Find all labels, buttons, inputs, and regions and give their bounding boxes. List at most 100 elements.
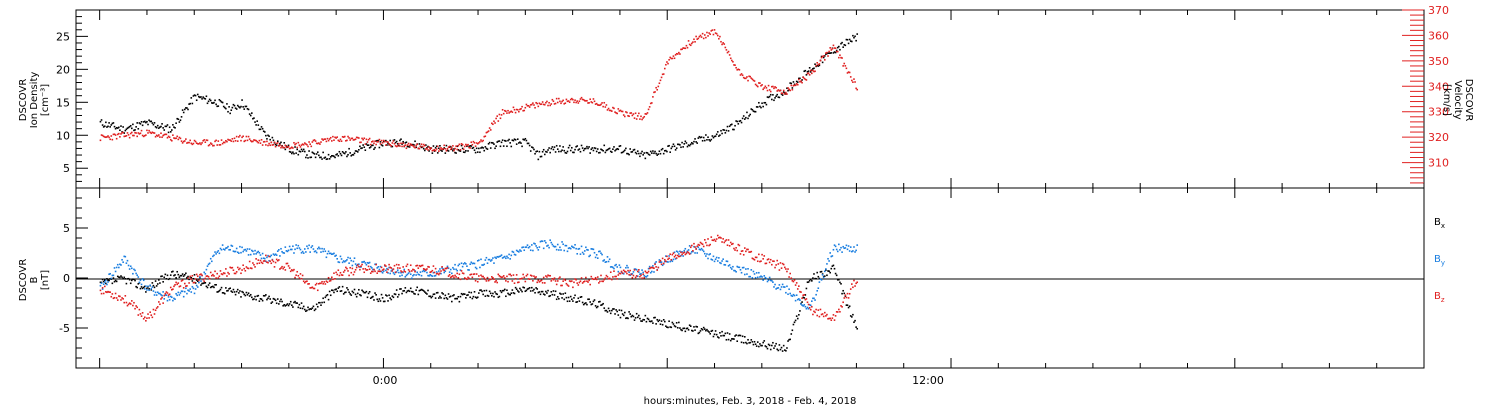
bz-point — [353, 271, 356, 273]
bz-point — [326, 281, 329, 284]
by-point — [518, 251, 520, 253]
by-point — [452, 266, 454, 269]
velocity-point — [212, 144, 214, 147]
velocity-point — [172, 134, 174, 136]
density-point — [118, 126, 120, 129]
velocity-point — [232, 140, 235, 143]
bx-point — [632, 315, 635, 318]
bz-point — [426, 268, 428, 270]
bz-point — [766, 258, 769, 261]
bx-point — [755, 345, 758, 347]
density-point — [178, 121, 181, 123]
velocity-point — [202, 139, 204, 142]
bx-point — [531, 286, 533, 289]
density-point — [129, 124, 132, 127]
velocity-point — [523, 109, 526, 112]
density-point — [795, 80, 798, 83]
by-point — [586, 248, 588, 251]
density-point — [202, 96, 204, 98]
density-point — [340, 154, 343, 157]
density-tick-label: 25 — [56, 30, 70, 43]
bz-point — [228, 273, 230, 275]
velocity-point — [645, 113, 648, 115]
bx-point — [322, 297, 324, 300]
density-point — [127, 126, 130, 129]
bx-point — [765, 346, 768, 348]
bx-point — [547, 289, 549, 292]
velocity-point — [703, 34, 706, 36]
velocity-point — [481, 140, 483, 143]
by-point — [691, 250, 693, 253]
density-point — [122, 126, 124, 128]
velocity-point — [621, 110, 624, 113]
bz-point — [266, 261, 268, 263]
by-point — [763, 275, 766, 277]
density-point — [587, 147, 589, 150]
velocity-point — [380, 139, 383, 142]
bz-point — [431, 269, 434, 272]
velocity-point — [684, 47, 687, 50]
legend-by: By — [1434, 254, 1445, 267]
bx-point — [575, 301, 577, 304]
bx-point — [534, 291, 536, 294]
bx-point — [487, 295, 490, 297]
bx-point — [685, 327, 688, 330]
velocity-point — [854, 81, 856, 83]
velocity-point — [200, 143, 202, 146]
velocity-point — [708, 32, 710, 34]
velocity-point — [298, 144, 301, 147]
bz-point — [573, 281, 575, 284]
bz-point — [381, 269, 384, 271]
bx-point — [470, 291, 473, 294]
bz-point — [151, 316, 154, 319]
density-point — [702, 136, 705, 139]
by-point — [596, 257, 599, 259]
by-point — [816, 290, 819, 292]
bx-point — [181, 273, 184, 275]
velocity-point — [595, 102, 598, 105]
density-point — [834, 51, 837, 54]
velocity-point — [567, 100, 570, 102]
by-point — [848, 250, 851, 252]
density-point — [617, 148, 620, 151]
by-point — [756, 276, 759, 279]
velocity-point — [219, 144, 222, 146]
bx-point — [598, 301, 600, 303]
velocity-point — [618, 110, 621, 112]
bz-point — [307, 283, 309, 285]
velocity-point — [825, 52, 827, 54]
by-point — [333, 252, 335, 255]
bx-point — [247, 292, 250, 295]
by-point — [391, 268, 394, 271]
bz-point — [832, 314, 835, 316]
bx-point — [365, 290, 368, 293]
by-point — [102, 283, 105, 285]
bz-point — [848, 292, 851, 295]
velocity-point — [787, 87, 789, 89]
bx-point — [721, 330, 723, 333]
bz-point — [645, 271, 648, 274]
density-point — [585, 147, 587, 150]
density-point — [113, 125, 116, 128]
density-point — [132, 123, 134, 126]
velocity-point — [852, 81, 854, 83]
density-point — [583, 147, 586, 150]
bx-point — [204, 282, 207, 284]
density-point — [291, 152, 293, 155]
by-point — [159, 292, 161, 295]
bz-point — [507, 280, 509, 283]
bx-point — [337, 287, 340, 289]
bx-point — [263, 295, 266, 297]
bx-point — [171, 271, 173, 273]
bx-point — [705, 329, 707, 332]
velocity-point — [206, 139, 209, 142]
density-point — [399, 139, 401, 142]
bx-point — [779, 348, 782, 351]
density-point — [110, 124, 113, 126]
velocity-point — [433, 148, 436, 151]
bx-point — [439, 295, 441, 298]
bz-point — [545, 275, 547, 277]
velocity-point — [577, 102, 580, 104]
by-point — [116, 263, 119, 266]
bz-point — [177, 282, 180, 284]
